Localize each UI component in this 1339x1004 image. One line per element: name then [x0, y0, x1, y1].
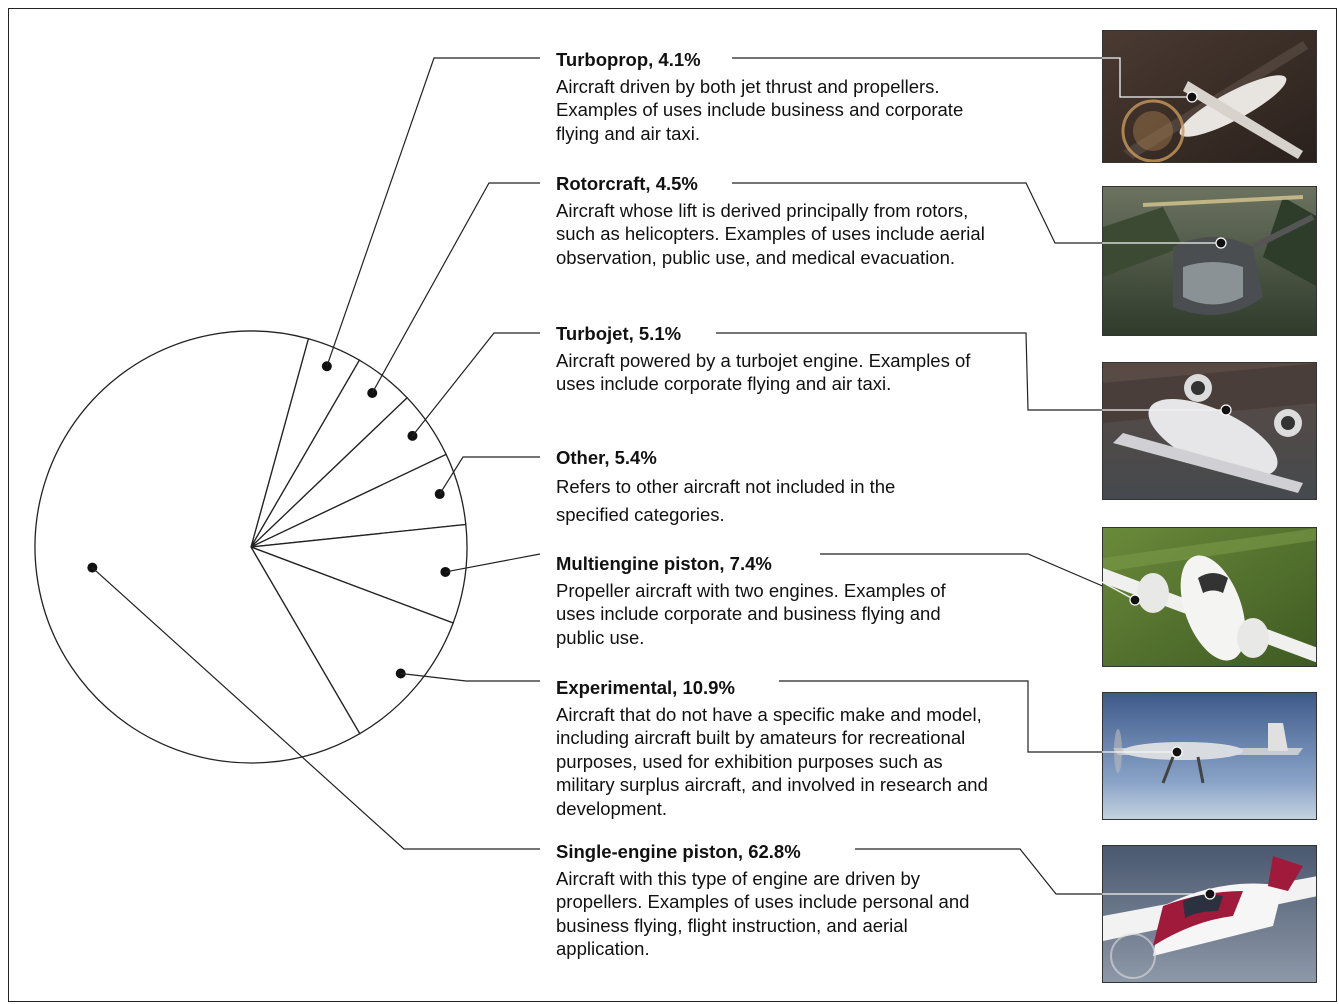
- leader-line-other: [439, 456, 540, 495]
- slice-text-experimental: Aircraft that do not have a specific mak…: [556, 703, 988, 819]
- leader-line-turbojet: [411, 332, 540, 437]
- slice-description-rotorcraft: Rotorcraft, 4.5% Aircraft whose lift is …: [556, 172, 1006, 269]
- helicopter-photo: [1102, 186, 1317, 336]
- slice-title-multiengine-piston: Multiengine piston, 7.4%: [556, 553, 772, 574]
- slice-title-other: Other, 5.4%: [556, 447, 657, 468]
- slice-title-experimental: Experimental, 10.9%: [556, 677, 735, 698]
- figure-frame: [8, 8, 1337, 1002]
- leader-line-turboprop: [326, 57, 540, 367]
- slice-text-other: Refers to other aircraft not included in…: [556, 475, 896, 525]
- slice-text-turboprop: Aircraft driven by both jet thrust and p…: [556, 75, 964, 144]
- leader-line-multiengine-piston: [445, 553, 541, 573]
- slice-description-turbojet: Turbojet, 5.1% Aircraft powered by a tur…: [556, 322, 1006, 396]
- slice-description-single-engine-piston: Single-engine piston, 62.8% Aircraft wit…: [556, 840, 1006, 961]
- photo-leader-multiengine-piston: [820, 553, 1136, 601]
- slice-description-multiengine-piston: Multiengine piston, 7.4% Propeller aircr…: [556, 552, 1006, 649]
- slice-title-turboprop: Turboprop, 4.1%: [556, 49, 701, 70]
- pie-slice-multiengine-piston: [250, 523, 468, 624]
- experimental-aircraft-photo: [1102, 692, 1317, 820]
- slice-title-turbojet: Turbojet, 5.1%: [556, 323, 682, 344]
- pie-slices: [34, 330, 468, 764]
- turboprop-aircraft-photo: [1102, 30, 1317, 163]
- leader-line-rotorcraft: [371, 182, 540, 394]
- single-engine-aircraft-photo: [1102, 845, 1317, 983]
- pie-slice-experimental: [249, 545, 455, 735]
- slice-text-multiengine-piston: Propeller aircraft with two engines. Exa…: [556, 579, 946, 648]
- leader-line-experimental: [400, 672, 540, 682]
- pie-slice-single-engine-piston: [34, 330, 361, 764]
- turbojet-aircraft-photo: [1102, 362, 1317, 500]
- slice-text-turbojet: Aircraft powered by a turbojet engine. E…: [556, 349, 971, 395]
- slice-description-turboprop: Turboprop, 4.1% Aircraft driven by both …: [556, 48, 1006, 145]
- slice-title-rotorcraft: Rotorcraft, 4.5%: [556, 173, 698, 194]
- slice-text-rotorcraft: Aircraft whose lift is derived principal…: [556, 199, 985, 268]
- leader-line-single-engine-piston: [91, 567, 540, 850]
- slice-description-other: Other, 5.4% Refers to other aircraft not…: [556, 446, 1006, 529]
- slice-description-experimental: Experimental, 10.9% Aircraft that do not…: [556, 676, 1006, 821]
- slice-text-single-engine-piston: Aircraft with this type of engine are dr…: [556, 867, 970, 960]
- twin-engine-aircraft-photo: [1102, 527, 1317, 667]
- slice-title-single-engine-piston: Single-engine piston, 62.8%: [556, 841, 801, 862]
